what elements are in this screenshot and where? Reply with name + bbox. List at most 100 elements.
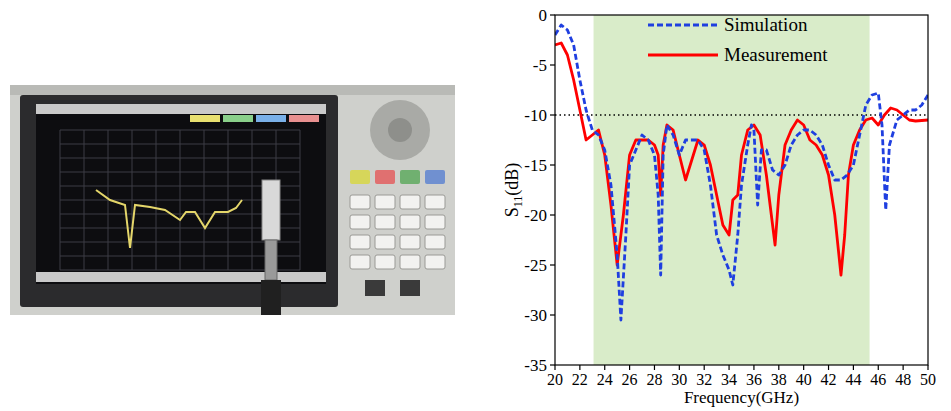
y-tick bbox=[550, 314, 555, 315]
screen-softkey bbox=[256, 115, 286, 122]
x-tick-label: 24 bbox=[597, 371, 613, 388]
y-tick-label: -30 bbox=[524, 306, 547, 325]
keypad-key bbox=[425, 255, 445, 269]
screen-grid bbox=[60, 270, 300, 271]
keypad-key bbox=[350, 255, 370, 269]
nav-wheel bbox=[370, 100, 430, 160]
screen-status bbox=[36, 272, 326, 282]
color-key bbox=[350, 170, 370, 184]
nav-center bbox=[388, 118, 412, 142]
screen-grid bbox=[204, 130, 205, 270]
antenna bbox=[262, 180, 280, 240]
x-tick bbox=[853, 365, 854, 370]
y-tick-label: 0 bbox=[539, 6, 548, 25]
screen-softkey bbox=[289, 115, 319, 122]
y-tick-label: -35 bbox=[524, 356, 547, 375]
x-tick bbox=[604, 365, 605, 370]
y-tick-label: -25 bbox=[524, 256, 547, 275]
keypad-key bbox=[375, 255, 395, 269]
keypad-key bbox=[400, 255, 420, 269]
x-tick bbox=[629, 365, 630, 370]
connector bbox=[265, 240, 277, 280]
screen bbox=[36, 104, 326, 284]
port bbox=[365, 280, 385, 296]
x-axis-title: Frequency(GHz) bbox=[684, 388, 799, 407]
screen-trace bbox=[96, 190, 242, 248]
x-tick-label: 20 bbox=[547, 371, 563, 388]
figure: 20222426283032343638404244464850-35-30-2… bbox=[0, 0, 951, 411]
screen-grid bbox=[228, 130, 229, 270]
keypad-key bbox=[425, 195, 445, 209]
y-tick-label: -5 bbox=[533, 56, 547, 75]
analyzer-top bbox=[10, 85, 455, 95]
x-tick bbox=[828, 365, 829, 370]
screen-grid bbox=[252, 130, 253, 270]
x-tick bbox=[728, 365, 729, 370]
keypad-key bbox=[425, 215, 445, 229]
screen-softkey bbox=[223, 115, 253, 122]
screen-softkey bbox=[190, 115, 220, 122]
x-tick bbox=[554, 365, 555, 370]
screen-bezel bbox=[20, 95, 338, 307]
cable bbox=[261, 280, 281, 315]
x-tick-label: 40 bbox=[796, 371, 812, 388]
x-tick-label: 22 bbox=[572, 371, 588, 388]
y-tick bbox=[550, 14, 555, 15]
x-tick bbox=[753, 365, 754, 370]
keypad-key bbox=[350, 215, 370, 229]
x-tick-label: 28 bbox=[646, 371, 662, 388]
x-tick bbox=[803, 365, 804, 370]
port bbox=[400, 280, 420, 296]
x-tick-label: 48 bbox=[895, 371, 911, 388]
x-tick-label: 46 bbox=[870, 371, 886, 388]
x-tick-label: 42 bbox=[821, 371, 837, 388]
x-tick bbox=[878, 365, 879, 370]
screen-grid bbox=[180, 130, 181, 270]
y-tick bbox=[550, 64, 555, 65]
series-line bbox=[555, 25, 928, 320]
y-tick bbox=[550, 264, 555, 265]
x-tick-label: 34 bbox=[721, 371, 737, 388]
keypad-key bbox=[350, 235, 370, 249]
x-tick bbox=[579, 365, 580, 370]
keypad-key bbox=[400, 215, 420, 229]
legend: SimulationMeasurement bbox=[648, 14, 828, 65]
plot-frame bbox=[555, 15, 928, 365]
legend-label: Measurement bbox=[724, 44, 828, 65]
series-line bbox=[555, 43, 928, 275]
keypad-key bbox=[350, 195, 370, 209]
plot-area bbox=[555, 15, 928, 365]
keypad-key bbox=[400, 235, 420, 249]
y-tick bbox=[550, 214, 555, 215]
color-key bbox=[400, 170, 420, 184]
reference-line bbox=[555, 114, 928, 116]
analyzer-body bbox=[10, 85, 455, 315]
x-tick bbox=[903, 365, 904, 370]
chart: 20222426283032343638404244464850-35-30-2… bbox=[502, 6, 936, 407]
y-tick bbox=[550, 364, 555, 365]
y-tick-label: -15 bbox=[524, 156, 547, 175]
x-tick bbox=[704, 365, 705, 370]
x-tick-label: 30 bbox=[671, 371, 687, 388]
keypad-key bbox=[425, 235, 445, 249]
keypad-key bbox=[375, 215, 395, 229]
x-tick-label: 32 bbox=[696, 371, 712, 388]
keypad-key bbox=[400, 195, 420, 209]
legend-swatch bbox=[648, 24, 718, 27]
y-tick bbox=[550, 164, 555, 165]
x-tick-label: 44 bbox=[845, 371, 861, 388]
y-tick-label: -20 bbox=[524, 206, 547, 225]
color-key bbox=[425, 170, 445, 184]
x-tick-label: 50 bbox=[920, 371, 936, 388]
y-tick-label: -10 bbox=[524, 106, 547, 125]
screen-grid bbox=[60, 256, 300, 257]
keypad-key bbox=[375, 195, 395, 209]
y-tick bbox=[550, 114, 555, 115]
y-axis-title: S11(dB) bbox=[502, 163, 525, 218]
photo bbox=[10, 85, 455, 315]
legend-swatch bbox=[648, 54, 718, 57]
screen-grid bbox=[60, 242, 300, 243]
x-tick-label: 36 bbox=[746, 371, 762, 388]
x-tick bbox=[927, 365, 928, 370]
x-tick bbox=[679, 365, 680, 370]
